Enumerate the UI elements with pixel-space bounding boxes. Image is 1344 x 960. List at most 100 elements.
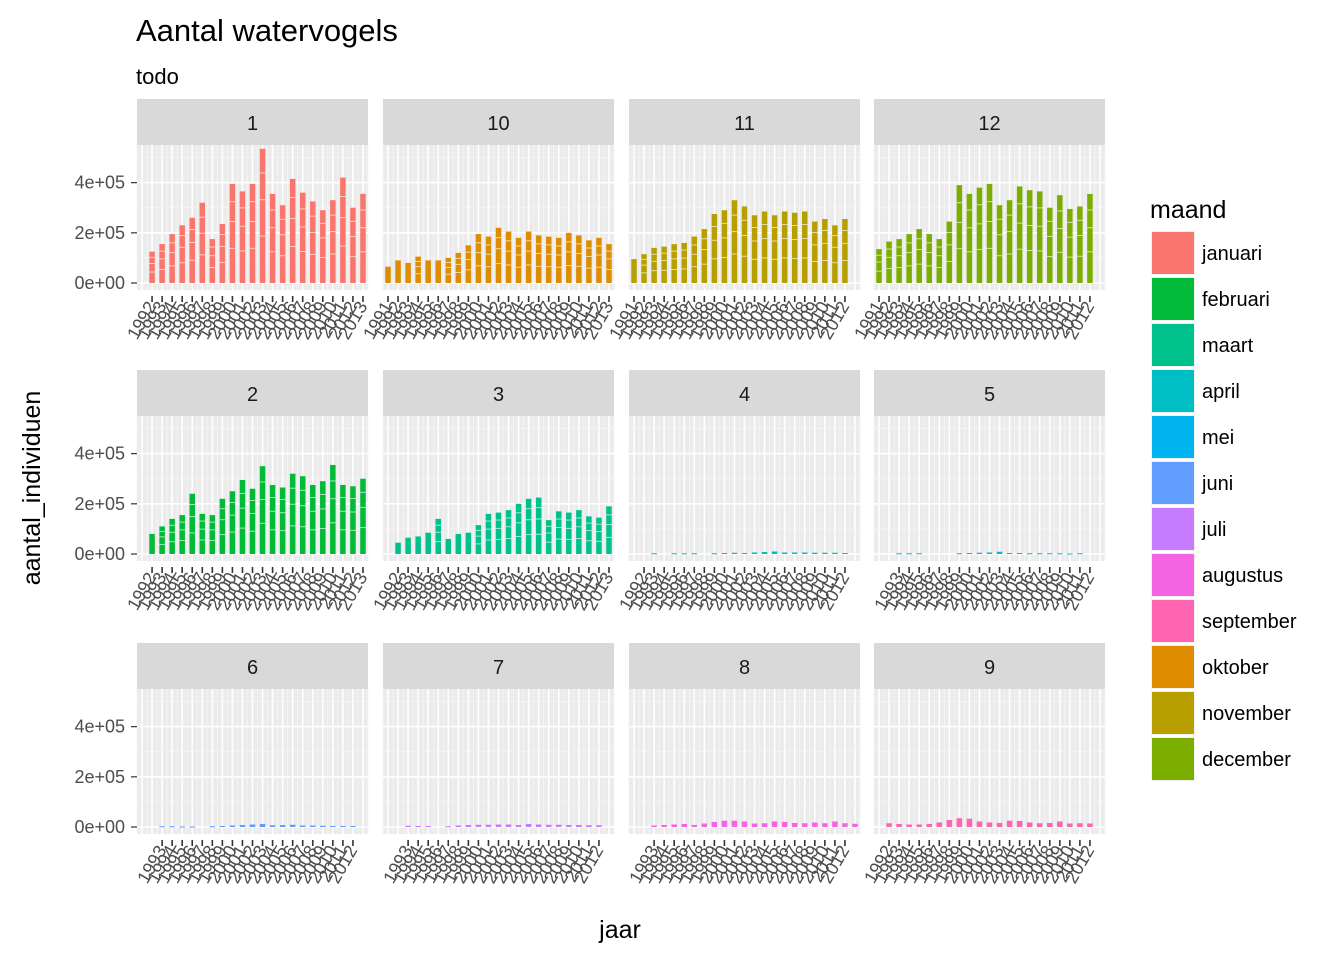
bar xyxy=(189,826,195,828)
bar xyxy=(1026,822,1033,827)
legend-item-april: april xyxy=(1151,369,1240,413)
bar xyxy=(976,552,983,554)
bar xyxy=(566,512,572,554)
bar xyxy=(896,823,902,827)
bar xyxy=(731,820,738,827)
bar xyxy=(586,240,592,283)
bar xyxy=(966,193,973,283)
legend-item-september: september xyxy=(1151,599,1297,643)
legend-item-januari: januari xyxy=(1151,231,1262,275)
bar xyxy=(711,821,718,827)
bar xyxy=(822,552,828,554)
bar xyxy=(350,486,356,554)
bar xyxy=(812,822,818,827)
facet-panel-9: 9199219931994199519961997199819992000200… xyxy=(860,643,1106,887)
bar xyxy=(596,825,602,827)
bar xyxy=(515,503,522,554)
bar xyxy=(641,254,647,283)
bar xyxy=(576,510,582,554)
bar xyxy=(812,221,818,283)
bar xyxy=(485,824,492,827)
facet-strip xyxy=(629,643,860,689)
bar xyxy=(771,821,778,827)
bar xyxy=(1067,208,1073,283)
y-tick-label: 2e+05 xyxy=(74,767,125,787)
legend-swatch xyxy=(1152,554,1194,596)
legend-label: juni xyxy=(1201,473,1233,495)
legend-item-juni: juni xyxy=(1151,461,1233,505)
legend-label: mei xyxy=(1202,427,1234,449)
bar xyxy=(1016,820,1023,827)
legend-swatch xyxy=(1152,232,1194,274)
bar xyxy=(1016,186,1023,283)
bar xyxy=(1057,195,1063,283)
bar xyxy=(179,225,185,283)
bar xyxy=(455,825,462,827)
bar xyxy=(661,824,667,827)
facet-strip xyxy=(137,370,368,416)
bar xyxy=(946,819,953,827)
bar xyxy=(485,513,492,554)
legend-swatch xyxy=(1152,508,1194,550)
bar xyxy=(711,214,718,283)
bar xyxy=(249,824,256,827)
facet-panel-5: 5199319941995199619971998199920002001200… xyxy=(870,370,1106,614)
bar xyxy=(485,236,492,283)
bar xyxy=(1006,200,1013,283)
bar xyxy=(926,823,932,827)
facet-strip-label: 4 xyxy=(739,384,750,406)
legend-item-november: november xyxy=(1151,691,1291,735)
facet-strip xyxy=(137,643,368,689)
bar xyxy=(791,552,798,554)
facet-strip-label: 6 xyxy=(247,657,258,679)
bar xyxy=(556,824,562,827)
bar xyxy=(199,513,206,554)
chart-title: Aantal watervogels xyxy=(136,13,398,48)
bar xyxy=(340,485,346,554)
bar xyxy=(395,542,401,554)
bar xyxy=(169,518,175,554)
bar xyxy=(596,237,602,283)
facet-strip xyxy=(383,99,614,145)
bar xyxy=(842,823,848,827)
bar xyxy=(415,256,421,283)
bar xyxy=(916,824,922,827)
legend-swatch xyxy=(1152,462,1194,504)
bar xyxy=(1026,190,1033,283)
y-tick-label: 0e+00 xyxy=(74,817,125,837)
legend-swatch xyxy=(1152,600,1194,642)
legend-label: april xyxy=(1202,381,1240,403)
bar xyxy=(812,552,818,554)
bar xyxy=(1057,821,1063,827)
bar xyxy=(1077,823,1083,827)
bar xyxy=(189,493,195,554)
bar xyxy=(259,823,266,827)
bar xyxy=(1026,553,1033,555)
bar xyxy=(711,553,718,555)
legend-item-mei: mei xyxy=(1151,415,1234,459)
bar xyxy=(1047,822,1053,827)
bar xyxy=(545,824,552,827)
bar xyxy=(651,553,657,555)
bar xyxy=(219,498,226,554)
y-tick-label: 4e+05 xyxy=(74,717,125,737)
legend-swatch xyxy=(1152,278,1194,320)
bar xyxy=(299,825,306,827)
bar xyxy=(986,822,993,827)
legend-item-juli: juli xyxy=(1151,507,1226,551)
bar xyxy=(269,485,276,554)
bar xyxy=(435,260,441,283)
legend-swatch xyxy=(1152,370,1194,412)
bar xyxy=(310,485,316,554)
bar xyxy=(761,823,768,827)
bar xyxy=(445,538,452,554)
bar xyxy=(566,232,572,283)
facet-strip-label: 9 xyxy=(984,657,995,679)
legend-label: maart xyxy=(1202,335,1254,357)
bar xyxy=(781,821,788,827)
bar xyxy=(986,552,993,554)
bar xyxy=(1016,552,1023,554)
bar xyxy=(906,553,912,555)
bar xyxy=(781,211,788,283)
bar xyxy=(289,473,296,554)
